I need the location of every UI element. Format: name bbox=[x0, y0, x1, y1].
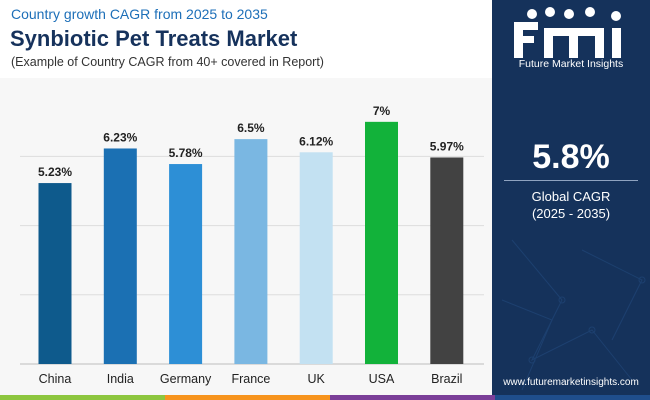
kpi-divider bbox=[504, 180, 638, 181]
x-tick-label: China bbox=[39, 372, 72, 386]
x-tick-label: India bbox=[107, 372, 134, 386]
data-label: 5.78% bbox=[169, 146, 203, 160]
data-label: 5.97% bbox=[430, 139, 464, 153]
x-tick-label: France bbox=[231, 372, 270, 386]
bar-china bbox=[38, 183, 72, 364]
x-tick-label: USA bbox=[369, 372, 395, 386]
x-tick-label: Brazil bbox=[431, 372, 462, 386]
global-cagr-label: Global CAGR bbox=[531, 189, 611, 204]
chart-note: (Example of Country CAGR from 40+ covere… bbox=[11, 55, 324, 69]
background-pattern bbox=[501, 239, 646, 391]
data-label: 6.5% bbox=[237, 121, 265, 135]
chart-title: Synbiotic Pet Treats Market bbox=[10, 26, 298, 51]
bar-uk bbox=[299, 152, 333, 364]
global-cagr-value: 5.8% bbox=[532, 138, 610, 176]
website-url[interactable]: www.futuremarketinsights.com bbox=[503, 377, 639, 388]
stripe-segment bbox=[165, 395, 330, 400]
stripe-segment bbox=[495, 395, 650, 400]
chart-subtitle: Country growth CAGR from 2025 to 2035 bbox=[11, 6, 268, 22]
bar-chart: 5.23% China 6.23% India 5.78% Germany 6.5% Fran… bbox=[20, 104, 484, 386]
data-label: 6.12% bbox=[299, 134, 333, 148]
x-tick-label: Germany bbox=[160, 372, 212, 386]
bar-india bbox=[103, 148, 137, 364]
sidebar: Future Market Insights 5.8% Global CAGR … bbox=[492, 0, 650, 395]
stripe-segment bbox=[330, 395, 495, 400]
chart-header: Country growth CAGR from 2025 to 2035 Sy… bbox=[0, 0, 492, 78]
bar-usa bbox=[365, 121, 398, 365]
data-label: 6.23% bbox=[103, 130, 137, 144]
x-tick-label: UK bbox=[308, 372, 326, 386]
stripe-segment bbox=[0, 395, 165, 400]
data-label: 5.23% bbox=[38, 165, 72, 179]
fmi-logo bbox=[514, 7, 621, 58]
global-cagr-period: (2025 - 2035) bbox=[531, 206, 611, 221]
brand-name: Future Market Insights bbox=[518, 58, 624, 70]
data-label: 7% bbox=[373, 104, 391, 118]
bottom-color-stripe bbox=[0, 395, 650, 400]
bar-germany bbox=[169, 164, 203, 364]
bar-france bbox=[234, 139, 268, 364]
bar-brazil bbox=[430, 157, 464, 364]
chart-area: 5.23% China 6.23% India 5.78% Germany 6.5% Fran… bbox=[0, 78, 492, 395]
